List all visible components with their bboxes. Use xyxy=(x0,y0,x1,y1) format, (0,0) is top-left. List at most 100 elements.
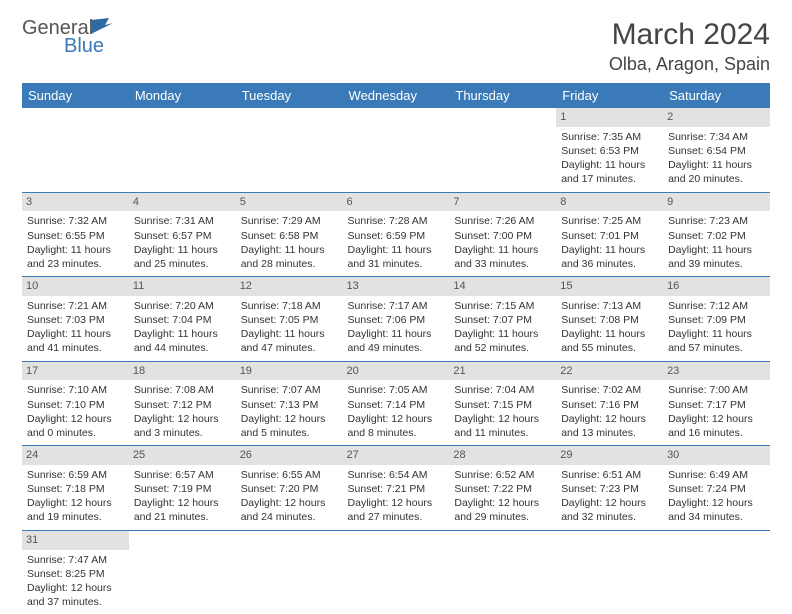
day-number: 5 xyxy=(236,193,343,212)
sunrise-text: Sunrise: 7:32 AM xyxy=(27,214,124,228)
calendar-cell: 21Sunrise: 7:04 AMSunset: 7:15 PMDayligh… xyxy=(449,361,556,446)
sunset-text: Sunset: 7:22 PM xyxy=(454,482,551,496)
day-number: 9 xyxy=(663,193,770,212)
calendar-cell: 1Sunrise: 7:35 AMSunset: 6:53 PMDaylight… xyxy=(556,108,663,192)
sunrise-text: Sunrise: 7:31 AM xyxy=(134,214,231,228)
calendar-cell: 3Sunrise: 7:32 AMSunset: 6:55 PMDaylight… xyxy=(22,192,129,277)
title-block: March 2024 Olba, Aragon, Spain xyxy=(609,18,770,75)
day-number: 26 xyxy=(236,446,343,465)
daylight-text: Daylight: 11 hours and 52 minutes. xyxy=(454,327,551,355)
calendar-row: 10Sunrise: 7:21 AMSunset: 7:03 PMDayligh… xyxy=(22,277,770,362)
calendar-cell: 27Sunrise: 6:54 AMSunset: 7:21 PMDayligh… xyxy=(343,446,450,531)
day-header: Sunday xyxy=(22,83,129,108)
sunset-text: Sunset: 7:21 PM xyxy=(348,482,445,496)
calendar-cell: 10Sunrise: 7:21 AMSunset: 7:03 PMDayligh… xyxy=(22,277,129,362)
sunrise-text: Sunrise: 7:25 AM xyxy=(561,214,658,228)
daylight-text: Daylight: 12 hours and 3 minutes. xyxy=(134,412,231,440)
daylight-text: Daylight: 11 hours and 39 minutes. xyxy=(668,243,765,271)
calendar-cell: 14 Sunrise: 7:15 AMSunset: 7:07 PMDayligh… xyxy=(449,277,556,362)
sunset-text: Sunset: 7:17 PM xyxy=(668,398,765,412)
sunrise-text: Sunrise: 6:51 AM xyxy=(561,468,658,482)
day-number: 19 xyxy=(236,362,343,381)
day-number: 20 xyxy=(343,362,450,381)
daylight-text: Daylight: 12 hours and 0 minutes. xyxy=(27,412,124,440)
calendar-cell: 20Sunrise: 7:05 AMSunset: 7:14 PMDayligh… xyxy=(343,361,450,446)
sunset-text: Sunset: 7:19 PM xyxy=(134,482,231,496)
sunrise-text: Sunrise: 7:05 AM xyxy=(348,383,445,397)
daylight-text: Daylight: 12 hours and 29 minutes. xyxy=(454,496,551,524)
day-number: 3 xyxy=(22,193,129,212)
calendar-cell: 6Sunrise: 7:28 AMSunset: 6:59 PMDaylight… xyxy=(343,192,450,277)
calendar-cell xyxy=(22,108,129,192)
calendar-cell xyxy=(556,530,663,614)
sunrise-text: Sunrise: 7:34 AM xyxy=(668,130,765,144)
daylight-text: Daylight: 12 hours and 16 minutes. xyxy=(668,412,765,440)
header: General Blue March 2024 Olba, Aragon, Sp… xyxy=(22,18,770,75)
day-header: Tuesday xyxy=(236,83,343,108)
logo-text: General Blue xyxy=(22,18,115,55)
calendar-table: Sunday Monday Tuesday Wednesday Thursday… xyxy=(22,83,770,614)
sunrise-text: Sunrise: 7:15 AM xyxy=(454,299,551,313)
day-header: Friday xyxy=(556,83,663,108)
day-number: 12 xyxy=(236,277,343,296)
sunrise-text: Sunrise: 7:47 AM xyxy=(27,553,124,567)
sunrise-text: Sunrise: 7:28 AM xyxy=(348,214,445,228)
calendar-cell: 24Sunrise: 6:59 AMSunset: 7:18 PMDayligh… xyxy=(22,446,129,531)
sunset-text: Sunset: 6:54 PM xyxy=(668,144,765,158)
daylight-text: Daylight: 12 hours and 27 minutes. xyxy=(348,496,445,524)
calendar-cell xyxy=(449,108,556,192)
sunrise-text: Sunrise: 6:52 AM xyxy=(454,468,551,482)
calendar-cell: 23Sunrise: 7:00 AMSunset: 7:17 PMDayligh… xyxy=(663,361,770,446)
sunset-text: Sunset: 7:23 PM xyxy=(561,482,658,496)
day-number: 24 xyxy=(22,446,129,465)
sunset-text: Sunset: 7:05 PM xyxy=(241,313,338,327)
location: Olba, Aragon, Spain xyxy=(609,54,770,75)
calendar-cell: 29Sunrise: 6:51 AMSunset: 7:23 PMDayligh… xyxy=(556,446,663,531)
calendar-cell: 11Sunrise: 7:20 AMSunset: 7:04 PMDayligh… xyxy=(129,277,236,362)
calendar-cell: 15Sunrise: 7:13 AMSunset: 7:08 PMDayligh… xyxy=(556,277,663,362)
day-number: 18 xyxy=(129,362,236,381)
sunrise-text: Sunrise: 6:49 AM xyxy=(668,468,765,482)
day-number: 27 xyxy=(343,446,450,465)
sunrise-text: Sunrise: 7:10 AM xyxy=(27,383,124,397)
calendar-row: 31Sunrise: 7:47 AMSunset: 8:25 PMDayligh… xyxy=(22,530,770,614)
sunset-text: Sunset: 7:14 PM xyxy=(348,398,445,412)
day-header-row: Sunday Monday Tuesday Wednesday Thursday… xyxy=(22,83,770,108)
calendar-body: 1Sunrise: 7:35 AMSunset: 6:53 PMDaylight… xyxy=(22,108,770,614)
sunset-text: Sunset: 7:24 PM xyxy=(668,482,765,496)
daylight-text: Daylight: 11 hours and 47 minutes. xyxy=(241,327,338,355)
day-number: 1 xyxy=(556,108,663,127)
daylight-text: Daylight: 11 hours and 57 minutes. xyxy=(668,327,765,355)
sunrise-text: Sunrise: 7:26 AM xyxy=(454,214,551,228)
daylight-text: Daylight: 12 hours and 13 minutes. xyxy=(561,412,658,440)
daylight-text: Daylight: 12 hours and 19 minutes. xyxy=(27,496,124,524)
daylight-text: Daylight: 11 hours and 49 minutes. xyxy=(348,327,445,355)
day-number: 14 xyxy=(449,277,556,296)
calendar-cell xyxy=(129,530,236,614)
calendar-cell: 25Sunrise: 6:57 AMSunset: 7:19 PMDayligh… xyxy=(129,446,236,531)
sunset-text: Sunset: 7:07 PM xyxy=(454,313,551,327)
logo: General Blue xyxy=(22,18,115,55)
day-number: 31 xyxy=(22,531,129,550)
sunset-text: Sunset: 7:09 PM xyxy=(668,313,765,327)
calendar-cell xyxy=(343,108,450,192)
calendar-cell xyxy=(236,108,343,192)
sunset-text: Sunset: 7:13 PM xyxy=(241,398,338,412)
calendar-row: 1Sunrise: 7:35 AMSunset: 6:53 PMDaylight… xyxy=(22,108,770,192)
calendar-cell: 13Sunrise: 7:17 AMSunset: 7:06 PMDayligh… xyxy=(343,277,450,362)
calendar-cell: 4Sunrise: 7:31 AMSunset: 6:57 PMDaylight… xyxy=(129,192,236,277)
calendar-cell: 17Sunrise: 7:10 AMSunset: 7:10 PMDayligh… xyxy=(22,361,129,446)
calendar-cell: 12Sunrise: 7:18 AMSunset: 7:05 PMDayligh… xyxy=(236,277,343,362)
daylight-text: Daylight: 11 hours and 55 minutes. xyxy=(561,327,658,355)
sunset-text: Sunset: 7:06 PM xyxy=(348,313,445,327)
daylight-text: Daylight: 12 hours and 34 minutes. xyxy=(668,496,765,524)
sunrise-text: Sunrise: 7:13 AM xyxy=(561,299,658,313)
calendar-cell: 7Sunrise: 7:26 AMSunset: 7:00 PMDaylight… xyxy=(449,192,556,277)
sunset-text: Sunset: 6:55 PM xyxy=(27,229,124,243)
day-header: Monday xyxy=(129,83,236,108)
sunrise-text: Sunrise: 6:57 AM xyxy=(134,468,231,482)
day-number: 11 xyxy=(129,277,236,296)
sunset-text: Sunset: 7:15 PM xyxy=(454,398,551,412)
day-number: 17 xyxy=(22,362,129,381)
day-number: 4 xyxy=(129,193,236,212)
